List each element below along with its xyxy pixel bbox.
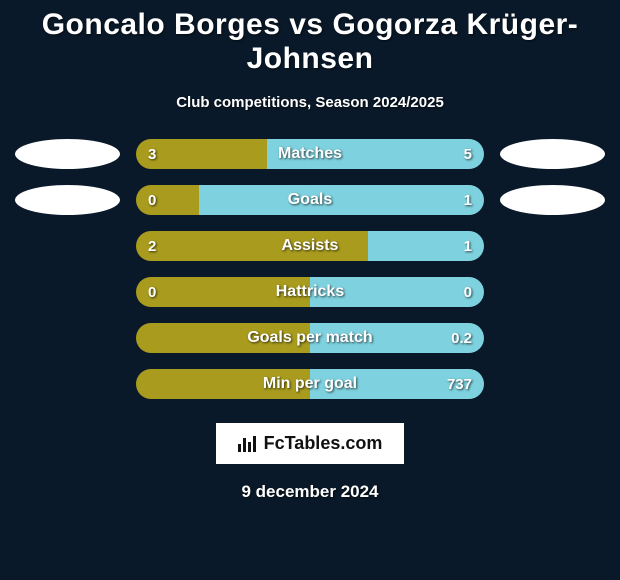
stat-label: Goals per match: [136, 323, 484, 353]
stat-label: Assists: [136, 231, 484, 261]
stat-bar: Matches3 5: [136, 139, 484, 169]
logo-text: FcTables.com: [264, 433, 383, 454]
stat-value-left: 0: [136, 185, 168, 215]
stat-value-right: 0: [452, 277, 484, 307]
stat-value-right: 0.2: [439, 323, 484, 353]
stat-row: Min per goal737: [11, 369, 609, 399]
stat-row: Goals per match0.2: [11, 323, 609, 353]
stat-row: Goals0 1: [11, 185, 609, 215]
stat-row: Matches3 5: [11, 139, 609, 169]
date-text: 9 december 2024: [241, 482, 378, 502]
stat-label: Hattricks: [136, 277, 484, 307]
stat-row: Assists2 1: [11, 231, 609, 261]
stat-value-left: 0: [136, 277, 168, 307]
stat-label: Min per goal: [136, 369, 484, 399]
stat-bar: Min per goal737: [136, 369, 484, 399]
stat-value-left: 3: [136, 139, 168, 169]
site-logo: FcTables.com: [216, 423, 405, 464]
stat-bar: Hattricks0 0: [136, 277, 484, 307]
comparison-card: Goncalo Borges vs Gogorza Krüger-Johnsen…: [0, 0, 620, 502]
bar-chart-icon: [238, 436, 256, 452]
stat-value-left: 2: [136, 231, 168, 261]
stat-value-left: [136, 323, 160, 353]
stat-bar: Assists2 1: [136, 231, 484, 261]
stat-bar: Goals per match0.2: [136, 323, 484, 353]
stat-value-right: 5: [452, 139, 484, 169]
player-badge-left: [15, 139, 120, 169]
player-badge-right: [500, 139, 605, 169]
stat-value-right: 1: [452, 231, 484, 261]
player-badge-left: [15, 185, 120, 215]
player-badge-right: [500, 185, 605, 215]
stat-value-left: [136, 369, 160, 399]
stat-rows: Matches35Goals01Assists21Hattricks00Goal…: [11, 139, 609, 415]
page-title: Goncalo Borges vs Gogorza Krüger-Johnsen: [0, 8, 620, 76]
subtitle: Club competitions, Season 2024/2025: [176, 94, 444, 111]
stat-value-right: 737: [435, 369, 484, 399]
stat-row: Hattricks0 0: [11, 277, 609, 307]
stat-label: Goals: [136, 185, 484, 215]
stat-value-right: 1: [452, 185, 484, 215]
stat-label: Matches: [136, 139, 484, 169]
stat-bar: Goals0 1: [136, 185, 484, 215]
